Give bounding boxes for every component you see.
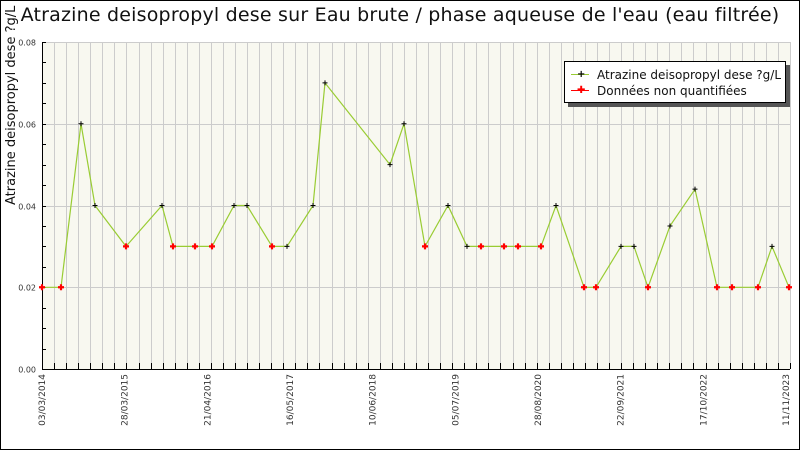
x-tick-label: 21/04/2016 [203, 374, 213, 426]
data-point-quantified [310, 203, 316, 208]
legend-label-non-quantified: Données non quantifiées [597, 84, 747, 98]
x-tick-label: 03/03/2014 [38, 374, 48, 426]
legend-label-measured: Atrazine deisopropyl dese ?g/L [597, 68, 782, 82]
data-point-non-quantified [515, 243, 521, 250]
data-point-non-quantified [58, 284, 64, 291]
data-point-quantified [387, 162, 393, 168]
data-point-quantified [464, 243, 470, 249]
data-point-quantified [322, 80, 328, 86]
data-point-quantified [667, 223, 673, 229]
x-tick-label: 10/06/2018 [369, 374, 379, 426]
data-point-non-quantified [170, 243, 176, 250]
legend-swatch-measured: + [571, 67, 589, 83]
data-point-non-quantified [786, 284, 792, 291]
legend-swatch-non-quantified: ✚ [571, 83, 589, 99]
data-point-quantified [553, 203, 559, 208]
data-point-non-quantified [729, 284, 735, 291]
y-tick-label: 0.08 [18, 39, 36, 48]
data-point-non-quantified [714, 284, 720, 291]
data-point-quantified [231, 203, 237, 208]
x-tick-label: 28/08/2020 [534, 374, 544, 426]
data-point-non-quantified [39, 284, 45, 291]
x-tick-label: 17/10/2022 [699, 374, 709, 426]
data-point-quantified [284, 243, 290, 249]
x-tick-label: 28/03/2015 [121, 374, 131, 426]
x-tick-label: 11/11/2023 [782, 374, 792, 426]
data-point-non-quantified [209, 243, 215, 250]
chart-legend: + Atrazine deisopropyl dese ?g/L ✚ Donné… [564, 61, 786, 103]
x-tick-label: 16/05/2017 [286, 374, 296, 426]
data-point-quantified [244, 203, 250, 208]
data-point-quantified [401, 121, 407, 127]
data-point-non-quantified [755, 284, 761, 291]
data-point-non-quantified [581, 284, 587, 291]
data-point-non-quantified [501, 243, 507, 250]
x-tick-label: 22/09/2021 [617, 374, 627, 426]
data-point-non-quantified [645, 284, 651, 291]
data-point-non-quantified [593, 284, 599, 291]
data-point-quantified [769, 243, 775, 249]
y-tick-label: 0.00 [18, 366, 36, 375]
legend-item-non-quantified: ✚ Données non quantifiées [571, 83, 747, 99]
data-point-non-quantified [123, 243, 129, 250]
data-point-non-quantified [192, 243, 198, 250]
data-point-quantified [445, 203, 451, 208]
legend-item-measured: + Atrazine deisopropyl dese ?g/L [571, 67, 781, 83]
y-tick-label: 0.06 [18, 121, 36, 130]
data-point-quantified [692, 186, 698, 192]
data-point-quantified [78, 121, 84, 127]
data-point-quantified [159, 203, 165, 208]
data-point-non-quantified [269, 243, 275, 250]
chart-title: Atrazine deisopropyl dese sur Eau brute … [20, 4, 780, 26]
data-point-non-quantified [478, 243, 484, 250]
data-point-non-quantified [538, 243, 544, 250]
y-axis-label: Atrazine deisopropyl dese ?g/L [4, 5, 19, 205]
data-point-quantified [618, 243, 624, 249]
data-point-quantified [92, 203, 98, 208]
data-point-quantified [631, 243, 637, 249]
y-tick-label: 0.02 [18, 284, 36, 293]
x-tick-label: 05/07/2019 [451, 374, 461, 426]
data-point-non-quantified [422, 243, 428, 250]
y-tick-label: 0.04 [18, 203, 36, 212]
